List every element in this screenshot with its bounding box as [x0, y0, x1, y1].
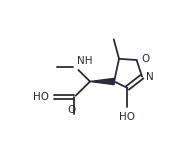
Text: HO: HO [119, 112, 134, 122]
Text: N: N [146, 72, 154, 82]
Polygon shape [90, 78, 114, 85]
Text: NH: NH [76, 56, 92, 66]
Text: O: O [67, 105, 76, 115]
Text: O: O [141, 54, 150, 64]
Text: HO: HO [33, 92, 49, 102]
